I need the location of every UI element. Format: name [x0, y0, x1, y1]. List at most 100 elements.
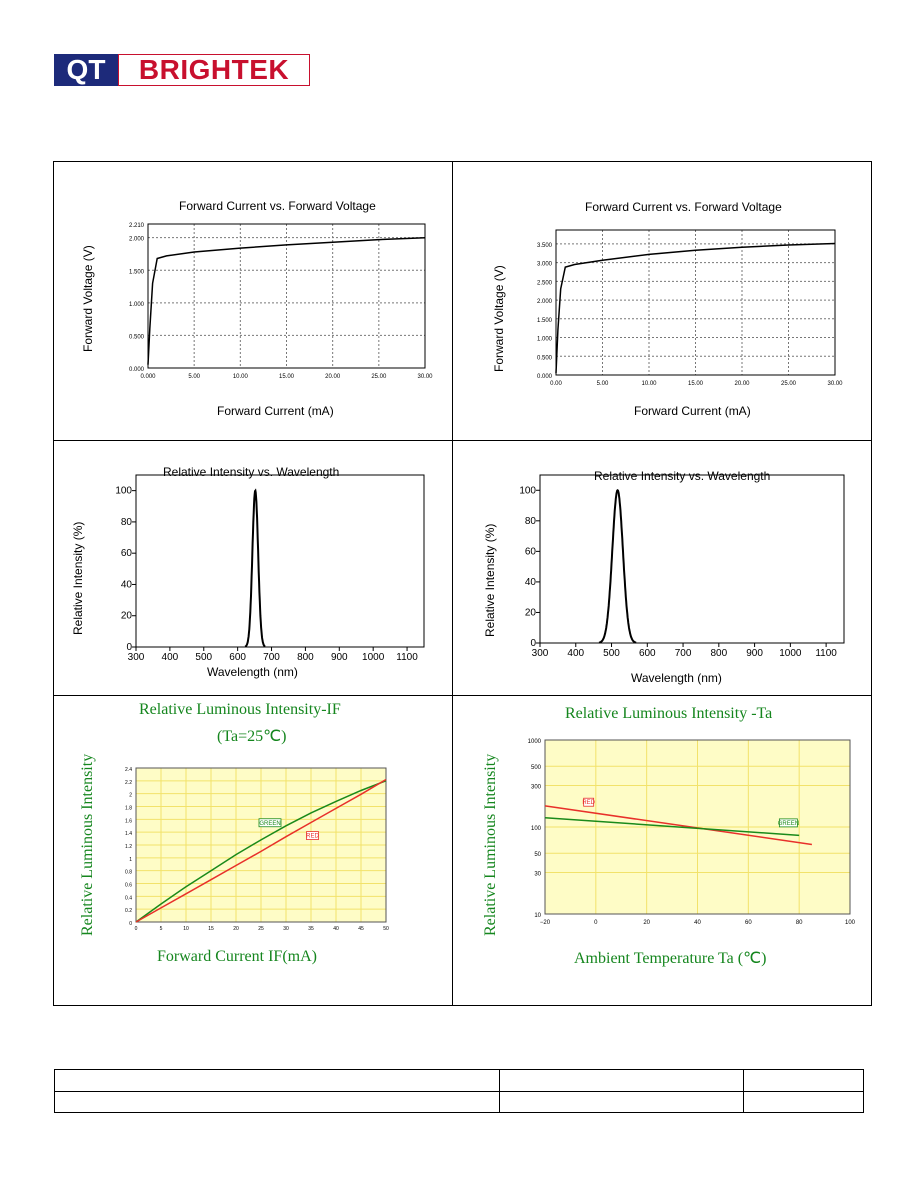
x-tick-label: 80	[796, 920, 803, 926]
y-tick-label: 0.6	[125, 883, 132, 889]
footer-col-divider	[743, 1070, 744, 1112]
x-tick-label: 5.00	[597, 381, 609, 387]
x-axis-label: Wavelength (nm)	[207, 665, 298, 679]
spectrum-curve	[244, 488, 266, 648]
x-tick-label: 400	[162, 652, 179, 663]
y-tick-label: 10	[534, 913, 541, 919]
chart-title: Forward Current vs. Forward Voltage	[179, 199, 376, 213]
x-tick-label: 20	[643, 920, 650, 926]
y-tick-label: 1.4	[125, 831, 132, 837]
y-tick-label: 0.2	[125, 908, 132, 914]
x-tick-label: 400	[567, 648, 584, 659]
chart-svg: 300 400 500 600 700 800 900 1000 1100 0 20 40 60 80 10…	[115, 474, 425, 663]
footer-row-divider	[55, 1091, 863, 1092]
x-tick-label: −20	[540, 920, 551, 926]
chart-svg: 0.00 5.00 10.00 15.00 20.00 25.00 30.00 0.000 0.…	[537, 229, 843, 387]
series-label-box	[583, 797, 595, 807]
x-tick-label: 45	[358, 926, 364, 932]
x-tick-label: 15	[208, 926, 214, 932]
x-tick-label: 20.00	[734, 381, 750, 387]
y-tick-label: 2.2	[125, 780, 132, 786]
y-tick-label: 0.8	[125, 870, 132, 876]
series-label: GREEN	[778, 821, 799, 827]
y-tick-label: 60	[525, 546, 537, 557]
y-tick-label: 1.500	[537, 318, 553, 324]
plot-frame	[544, 739, 851, 915]
series-line	[147, 236, 426, 365]
chart-title: Forward Current vs. Forward Voltage	[585, 200, 782, 214]
plot-frame	[135, 474, 425, 648]
x-tick-label: 30.00	[827, 381, 843, 387]
y-tick-label: 2.000	[537, 299, 553, 305]
x-tick-label: 30.00	[417, 374, 433, 380]
plot-frame	[147, 223, 426, 369]
x-axis-label: Forward Current (mA)	[217, 404, 334, 418]
y-tick-label: 2.500	[537, 280, 553, 286]
y-tick-label: 3.000	[537, 262, 553, 268]
x-tick-label: 1000	[362, 652, 385, 663]
company-logo: QT BRIGHTEK	[54, 54, 310, 86]
y-tick-label: 80	[525, 516, 537, 527]
series-line	[555, 242, 836, 374]
chart-title: Relative Luminous Intensity -Ta	[565, 705, 773, 722]
x-tick-label: 900	[331, 652, 348, 663]
y-tick-label: 30	[534, 871, 541, 877]
x-tick-label: 20.00	[325, 374, 341, 380]
y-tick-label: 0.000	[129, 367, 145, 373]
x-tick-label: 35	[308, 926, 314, 932]
y-tick-label: 80	[121, 517, 133, 528]
x-tick-label: 600	[229, 652, 246, 663]
y-tick-label: 1.8	[125, 806, 132, 812]
series-label-box	[258, 818, 282, 828]
x-axis-label: Ambient Temperature Ta (℃)	[574, 950, 767, 967]
x-axis-label: Forward Current (mA)	[634, 404, 751, 418]
y-tick-label: 100	[115, 486, 132, 497]
series-label: RED	[582, 800, 595, 806]
x-tick-label: 5.00	[188, 374, 200, 380]
y-tick-label: 0	[126, 642, 132, 653]
chart-title: Relative Luminous Intensity-IF	[139, 701, 341, 718]
x-tick-label: 1100	[815, 648, 837, 659]
x-tick-label: 0	[594, 920, 598, 926]
series-line-red	[544, 805, 813, 846]
y-tick-label: 1.000	[537, 337, 553, 343]
series-label-box	[306, 831, 319, 840]
panel-luminous-ta: Relative Luminous Intensity -Ta Ambient …	[453, 696, 873, 1006]
footer-col-divider	[499, 1070, 500, 1112]
grid-divider	[54, 440, 871, 441]
panel-luminous-if: Relative Luminous Intensity-IF (Ta=25℃) …	[54, 696, 452, 1006]
chart-svg: 0 5 10 15 20 25 30 35 40 45 50 0 0.2 0.4 0.6 0.8 1 1.2 1.4…	[125, 767, 389, 932]
chart-subtitle: (Ta=25℃)	[217, 728, 287, 745]
series-line-green	[135, 780, 387, 923]
plot-frame	[539, 474, 845, 644]
charts-grid: Forward Current vs. Forward Voltage Forw…	[53, 161, 872, 1006]
y-tick-label: 0.500	[537, 355, 553, 361]
x-tick-label: 700	[675, 648, 692, 659]
y-tick-label: 1.000	[129, 302, 145, 308]
footer-table	[54, 1069, 864, 1113]
x-tick-label: 0.000	[140, 374, 156, 380]
y-tick-label: 0.500	[129, 334, 145, 340]
x-axis-label: Wavelength (nm)	[631, 671, 722, 685]
y-tick-label: 20	[525, 607, 537, 618]
x-tick-label: 100	[845, 920, 856, 926]
x-tick-label: 25.00	[371, 374, 387, 380]
series-line-red	[135, 778, 387, 923]
logo-brightek: BRIGHTEK	[118, 54, 310, 86]
x-tick-label: 10.00	[233, 374, 249, 380]
y-tick-label: 300	[531, 784, 542, 790]
y-tick-label: 40	[525, 577, 537, 588]
x-tick-label: 1100	[396, 652, 418, 663]
x-tick-label: 800	[710, 648, 727, 659]
y-tick-label: 100	[531, 826, 542, 832]
series-line-green	[544, 816, 800, 837]
y-tick-label: 20	[121, 611, 133, 622]
y-tick-label: 1.2	[125, 844, 132, 850]
x-tick-label: 50	[383, 926, 389, 932]
y-tick-label: 1.6	[125, 818, 132, 824]
x-tick-label: 60	[745, 920, 752, 926]
grid-divider	[452, 162, 453, 1005]
x-tick-label: 300	[128, 652, 145, 663]
x-tick-label: 800	[297, 652, 314, 663]
y-tick-label: 40	[121, 579, 133, 590]
